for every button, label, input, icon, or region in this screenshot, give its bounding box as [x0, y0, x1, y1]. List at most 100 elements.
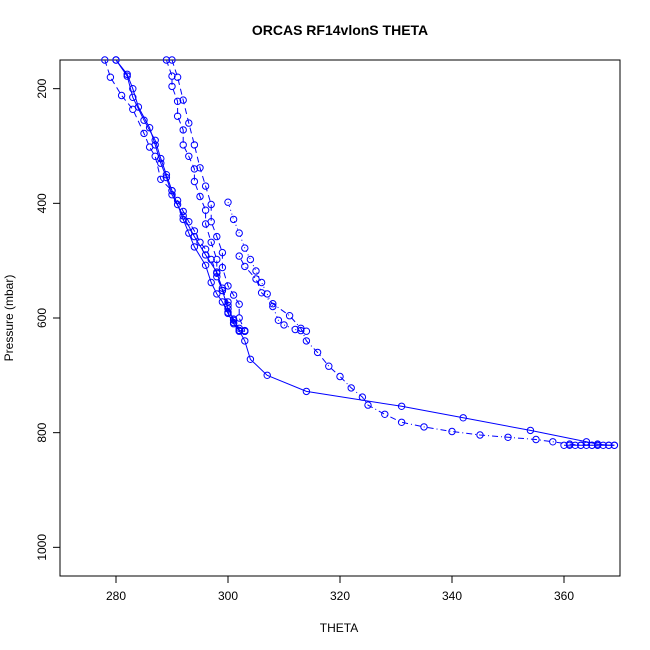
- data-point: [593, 441, 602, 449]
- data-point: [235, 252, 243, 260]
- data-point: [397, 418, 406, 426]
- data-point: [381, 410, 389, 418]
- data-point: [297, 324, 305, 332]
- series-line-4: [165, 59, 240, 332]
- data-point: [549, 438, 557, 446]
- data-point: [201, 182, 210, 190]
- data-point: [201, 251, 210, 259]
- x-tick-label: 360: [554, 589, 574, 603]
- data-point: [229, 291, 238, 299]
- data-point: [218, 263, 227, 272]
- data-point: [364, 401, 372, 409]
- data-point: [218, 248, 227, 257]
- data-point: [325, 362, 333, 370]
- data-point: [246, 255, 255, 264]
- data-point: [201, 261, 210, 269]
- data-point: [448, 427, 456, 436]
- data-point: [313, 348, 322, 357]
- data-point: [162, 171, 171, 179]
- data-point: [173, 73, 182, 81]
- data-point: [504, 433, 512, 441]
- data-point: [218, 286, 227, 295]
- data-point: [347, 384, 355, 392]
- data-point: [577, 441, 585, 449]
- data-point: [190, 177, 199, 186]
- data-point: [263, 371, 271, 379]
- data-point: [201, 206, 210, 214]
- data-point: [224, 282, 232, 290]
- data-point: [263, 290, 271, 298]
- x-tick-label: 320: [330, 589, 350, 603]
- data-point: [526, 426, 535, 435]
- data-point: [235, 300, 243, 308]
- data-point: [207, 238, 215, 247]
- plot-area: [101, 56, 619, 449]
- data-point: [173, 97, 182, 106]
- series-line-1: [104, 59, 245, 332]
- data-point: [168, 56, 176, 64]
- x-tick-label: 340: [442, 589, 462, 603]
- data-point: [599, 441, 607, 449]
- data-point: [605, 441, 613, 449]
- data-point: [235, 326, 243, 335]
- series-line-3: [115, 59, 245, 332]
- series-line-7: [238, 255, 598, 446]
- data-point: [302, 337, 311, 345]
- data-point: [532, 435, 540, 444]
- data-point: [151, 136, 159, 145]
- data-point: [241, 244, 249, 252]
- data-point: [420, 423, 428, 431]
- data-point: [134, 103, 143, 111]
- y-axis: 200 400 600 800 1000: [35, 78, 60, 561]
- data-point: [173, 112, 182, 120]
- data-point: [213, 290, 221, 298]
- data-point: [246, 355, 255, 363]
- data-point: [224, 308, 232, 316]
- data-point: [190, 243, 199, 251]
- y-tick-label: 800: [35, 422, 49, 442]
- data-point: [397, 402, 406, 410]
- data-point: [207, 218, 215, 226]
- data-point: [252, 267, 260, 275]
- data-point: [190, 232, 199, 241]
- data-point: [117, 91, 126, 100]
- data-point: [241, 262, 249, 271]
- data-point: [179, 96, 187, 104]
- x-axis-label: THETA: [320, 621, 358, 635]
- data-point: [476, 431, 484, 439]
- x-tick-label: 280: [106, 589, 126, 603]
- y-tick-label: 200: [35, 78, 49, 98]
- data-point: [582, 441, 591, 449]
- data-point: [302, 387, 311, 396]
- data-point: [112, 56, 120, 64]
- y-tick-label: 600: [35, 308, 49, 328]
- data-point: [274, 316, 283, 324]
- data-point: [173, 200, 182, 209]
- data-point: [297, 326, 305, 335]
- data-point: [185, 152, 193, 161]
- data-point: [224, 298, 232, 306]
- y-axis-label: Pressure (mbar): [2, 275, 16, 362]
- data-point: [196, 164, 204, 172]
- data-point: [157, 154, 165, 163]
- series-line-6: [227, 202, 307, 332]
- data-point: [179, 215, 187, 224]
- data-point: [168, 82, 176, 91]
- data-point: [459, 414, 467, 422]
- data-point: [252, 275, 260, 283]
- data-point: [179, 141, 187, 149]
- data-point: [185, 229, 193, 237]
- data-point: [207, 200, 215, 209]
- data-point: [291, 325, 299, 334]
- data-point: [140, 129, 148, 138]
- y-tick-label: 1000: [35, 534, 49, 561]
- data-point: [235, 229, 243, 237]
- data-point: [213, 255, 221, 264]
- data-point: [610, 441, 619, 449]
- data-point: [336, 372, 344, 381]
- data-point: [196, 192, 204, 201]
- data-point: [280, 321, 288, 329]
- data-point: [565, 441, 574, 449]
- data-point: [302, 327, 311, 335]
- data-point: [207, 278, 215, 287]
